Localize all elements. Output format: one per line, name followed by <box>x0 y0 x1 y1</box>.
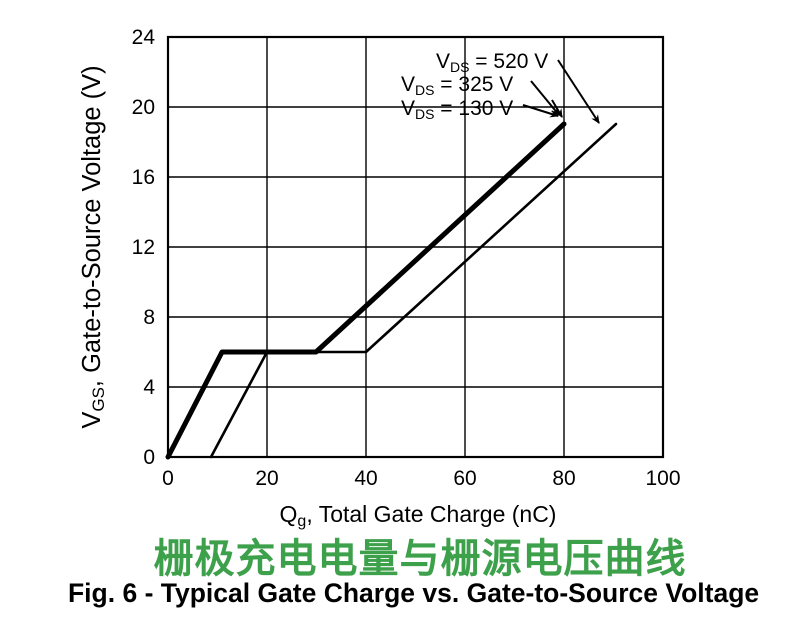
svg-text:VGS, Gate-to-Source Voltage (V: VGS, Gate-to-Source Voltage (V) <box>78 65 108 428</box>
svg-text:16: 16 <box>132 166 155 189</box>
svg-text:60: 60 <box>453 467 476 490</box>
svg-text:栅极充电电量与栅源电压曲线: 栅极充电电量与栅源电压曲线 <box>154 537 687 581</box>
svg-text:0: 0 <box>162 467 174 490</box>
svg-text:0: 0 <box>143 446 155 469</box>
svg-text:Fig. 6 - Typical Gate Charge v: Fig. 6 - Typical Gate Charge vs. Gate-to… <box>68 578 759 608</box>
svg-text:24: 24 <box>132 26 156 49</box>
svg-text:40: 40 <box>354 467 377 490</box>
svg-text:100: 100 <box>645 467 680 490</box>
svg-text:4: 4 <box>143 376 155 399</box>
svg-text:Qg, Total Gate Charge (nC): Qg, Total Gate Charge (nC) <box>280 501 557 530</box>
svg-text:20: 20 <box>132 96 155 119</box>
svg-text:20: 20 <box>255 467 278 490</box>
svg-text:12: 12 <box>132 236 155 259</box>
svg-text:80: 80 <box>552 467 575 490</box>
svg-text:8: 8 <box>143 306 155 329</box>
